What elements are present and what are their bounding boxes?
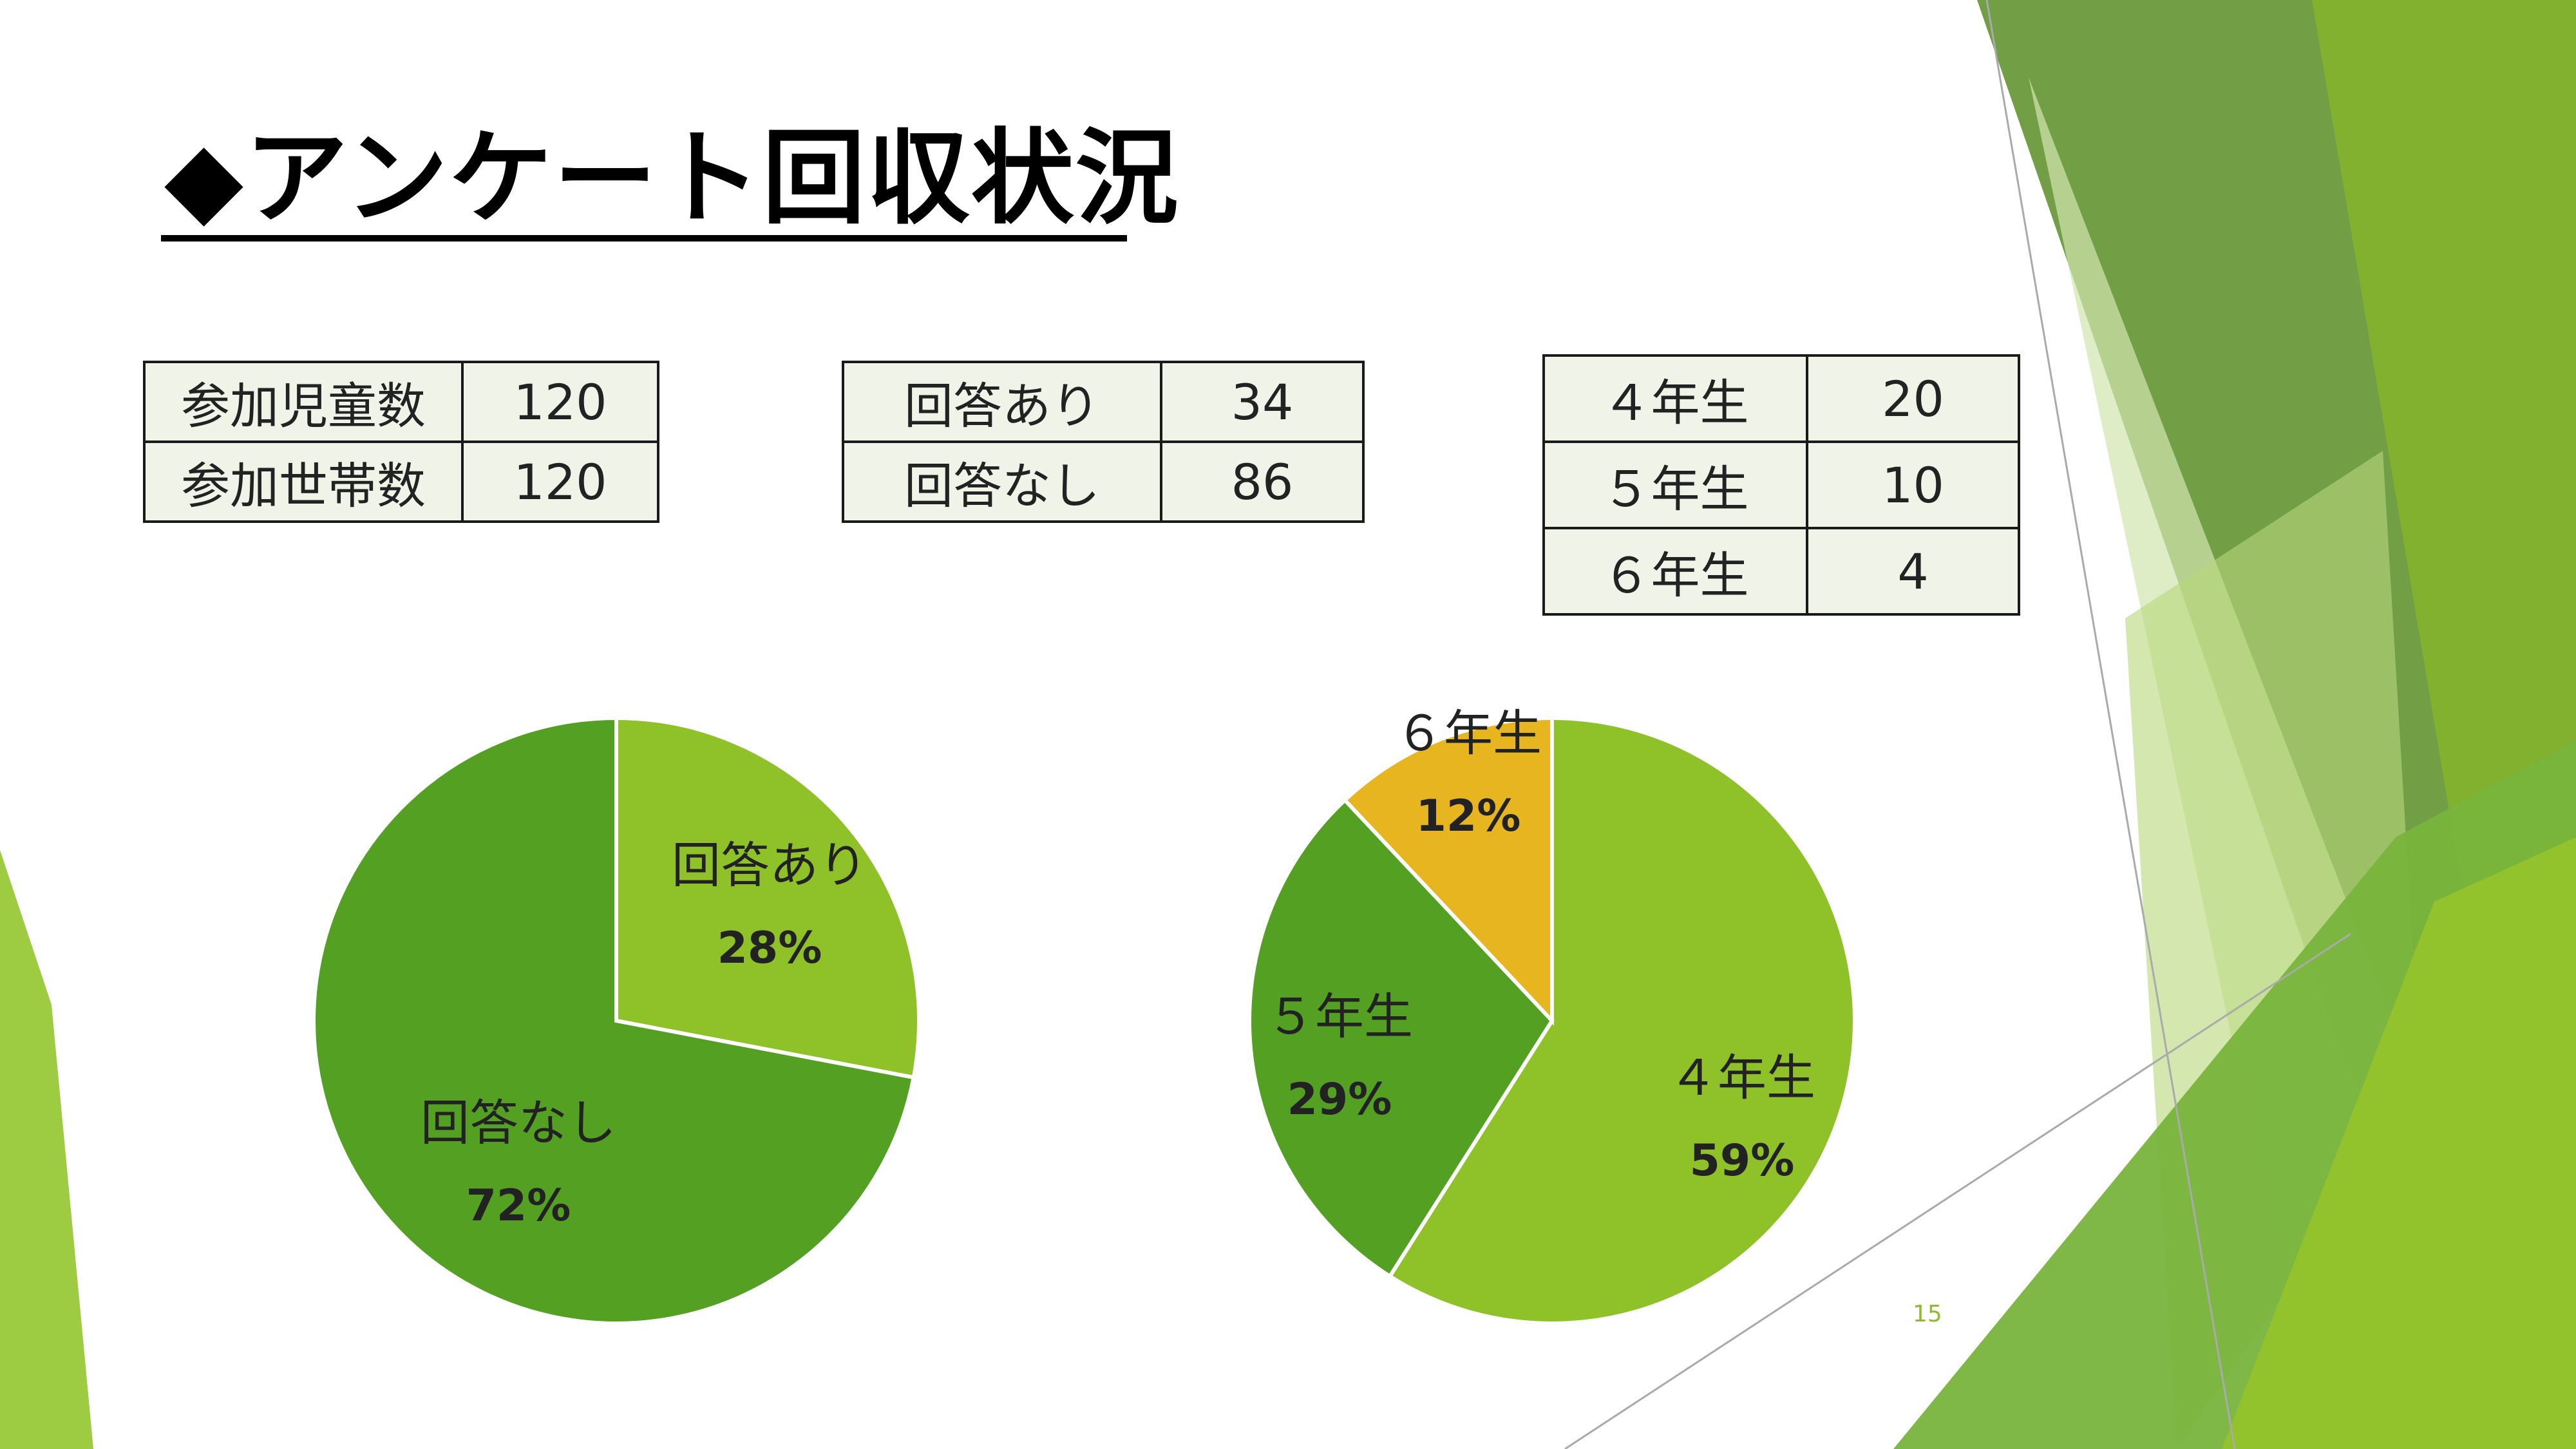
table-row: ５年生 10 — [1542, 440, 2020, 529]
table-cell-label: ５年生 — [1542, 440, 1808, 529]
grades-table: ４年生 20 ５年生 10 ６年生 4 — [1542, 354, 2020, 616]
slice-label: ５年生 — [1266, 988, 1413, 1045]
title-underline — [161, 235, 1127, 242]
slice-percent-label: 59% — [1690, 1135, 1795, 1186]
slice-percent-label: 72% — [466, 1180, 571, 1231]
participants-table: 参加児童数 120 参加世帯数 120 — [143, 361, 659, 523]
table-cell-label: ６年生 — [1542, 527, 1808, 616]
slice-label: ４年生 — [1669, 1049, 1815, 1106]
table-cell-value: 4 — [1806, 527, 2020, 616]
slice-percent-label: 12% — [1416, 791, 1521, 842]
pie-slice — [1387, 715, 1857, 1325]
slice-percent-label: 28% — [717, 923, 822, 974]
pie-slice — [1342, 715, 1554, 1026]
page-title: ◆アンケート回収状況 — [164, 118, 1180, 238]
table-row: 参加児童数 120 — [143, 361, 659, 443]
slice-label: ６年生 — [1395, 705, 1542, 762]
slice-label: 回答あり — [672, 837, 867, 894]
slice-percent-label: 29% — [1287, 1074, 1392, 1125]
table-row: 回答なし 86 — [842, 440, 1365, 523]
table-cell-label: 回答なし — [842, 440, 1162, 523]
table-cell-value: 10 — [1806, 440, 2020, 529]
pie-slice — [614, 715, 922, 1080]
table-cell-value: 120 — [461, 440, 659, 523]
table-row: ６年生 4 — [1542, 527, 2020, 616]
responses-table: 回答あり 34 回答なし 86 — [842, 361, 1365, 523]
pie-slice — [312, 715, 916, 1325]
slice-label: 回答なし — [421, 1094, 616, 1151]
table-cell-label: ４年生 — [1542, 354, 1808, 443]
table-cell-value: 34 — [1160, 361, 1365, 443]
table-cell-value: 86 — [1160, 440, 1365, 523]
table-cell-label: 回答あり — [842, 361, 1162, 443]
pie-slice — [1247, 797, 1555, 1279]
table-cell-label: 参加世帯数 — [143, 440, 464, 523]
table-cell-value: 120 — [461, 361, 659, 443]
table-row: 参加世帯数 120 — [143, 440, 659, 523]
table-cell-label: 参加児童数 — [143, 361, 464, 443]
table-row: 回答あり 34 — [842, 361, 1365, 443]
table-cell-value: 20 — [1806, 354, 2020, 443]
table-row: ４年生 20 — [1542, 354, 2020, 443]
page-number: 15 — [1913, 1301, 1942, 1327]
